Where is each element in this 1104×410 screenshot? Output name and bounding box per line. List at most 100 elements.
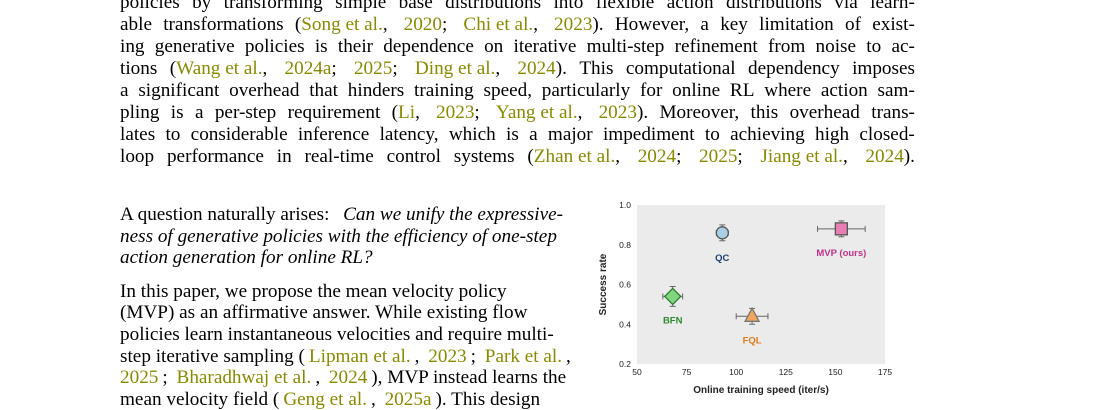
top-token: real-time xyxy=(304,146,374,167)
top-word: a xyxy=(195,102,204,124)
top-word: action xyxy=(821,80,868,102)
point-label: QC xyxy=(715,253,729,264)
citation-link[interactable]: 2024 xyxy=(637,146,677,167)
question-line-3: action generation for online RL? xyxy=(120,247,563,269)
top-token: ). xyxy=(636,102,649,123)
top-token: noise xyxy=(815,36,857,57)
top-word: 2025; xyxy=(354,58,403,80)
point-label: MVP (ours) xyxy=(816,248,866,259)
citation-link[interactable]: 2024 xyxy=(517,58,556,79)
citation-link[interactable]: 2024 xyxy=(328,367,368,389)
top-token: sam- xyxy=(877,80,915,101)
top-word: (Wang et al., xyxy=(170,58,272,80)
top-token: ; xyxy=(331,58,342,79)
y-axis-label: Success rate xyxy=(598,253,609,315)
method-text-2: (MVP) as an affirmative answer. While ex… xyxy=(120,302,528,324)
citation-link[interactable]: 2020 xyxy=(403,14,443,35)
top-token: that xyxy=(309,80,338,101)
top-token: ( xyxy=(391,102,399,123)
citation-link[interactable]: 2023 xyxy=(428,345,467,367)
question-italic-1: Can we unify the expressive- xyxy=(343,204,563,225)
top-token: lates xyxy=(120,124,156,145)
y-tick-label: 0.4 xyxy=(619,319,631,329)
top-token: iterative xyxy=(513,36,577,57)
top-word: tions xyxy=(120,58,157,80)
citation-link[interactable]: Geng et al. xyxy=(283,388,367,410)
method-line-6: mean velocity field (Geng et al., 2025a)… xyxy=(120,389,563,410)
top-token: RL xyxy=(729,80,755,101)
top-word: high xyxy=(815,124,849,146)
top-token: impediment xyxy=(602,124,695,145)
point-mvp-ours xyxy=(834,222,849,236)
scatter-chart: 50 75 100 125 150 175 0.2 0.4 0.6 0.8 1.0 Online tr… xyxy=(598,200,892,396)
top-word: in xyxy=(277,146,292,168)
top-token: base xyxy=(398,0,433,13)
citation-link[interactable]: Bharadhwaj et al. xyxy=(176,367,312,389)
top-token: high xyxy=(814,124,850,145)
top-word: exist- xyxy=(872,14,915,36)
citation-link[interactable]: 2025a xyxy=(384,388,432,410)
citation-link[interactable]: 2024 xyxy=(865,146,904,167)
top-token: , xyxy=(262,58,273,79)
top-token: ; xyxy=(676,146,687,167)
citation-link[interactable]: 2025 xyxy=(699,146,738,167)
top-word: for xyxy=(640,80,662,102)
x-tick-label: 100 xyxy=(729,367,743,377)
top-word: performance xyxy=(167,146,264,168)
top-word: action xyxy=(667,0,714,14)
top-word: considerable xyxy=(191,124,288,146)
method-text-6d: ). This design xyxy=(435,388,541,410)
citation-link[interactable]: Park et al. xyxy=(484,345,563,367)
citation-link[interactable]: 2025 xyxy=(353,58,393,79)
citation-link[interactable]: Ding et al. xyxy=(414,58,496,79)
top-token: speed, xyxy=(483,80,532,101)
top-token: ( xyxy=(169,58,177,79)
point-label: BFN xyxy=(663,315,683,326)
top-token: hinders xyxy=(347,80,405,101)
y-tick-label: 0.6 xyxy=(619,280,631,290)
top-word: transforming xyxy=(224,0,323,14)
citation-link[interactable]: Zhan et al. xyxy=(533,146,616,167)
top-word: trans- xyxy=(871,102,915,124)
top-token: This xyxy=(579,58,614,79)
citation-link[interactable]: Li xyxy=(398,102,416,123)
citation-link[interactable]: 2024a xyxy=(284,58,332,79)
top-token: key xyxy=(720,14,748,35)
top-token: action xyxy=(820,80,868,101)
top-word: 2023). xyxy=(554,14,604,36)
citation-link[interactable]: Lipman et al. xyxy=(308,345,411,367)
top-token: by xyxy=(192,0,212,13)
method-text-5a: ; xyxy=(162,367,173,389)
top-word: their xyxy=(338,36,373,58)
citation-link[interactable]: Song et al. xyxy=(301,14,383,35)
top-word: into xyxy=(553,0,583,14)
top-word: transformations xyxy=(163,14,283,36)
citation-link[interactable]: 2023 xyxy=(554,14,593,35)
citation-link[interactable]: Chi et al. xyxy=(463,14,534,35)
top-word: 2024; xyxy=(638,146,687,168)
citation-link[interactable]: Yang et al. xyxy=(495,102,578,123)
top-word: imposes xyxy=(852,58,915,80)
citation-link[interactable]: 2023 xyxy=(436,102,475,123)
top-word: able xyxy=(120,14,152,36)
top-paragraph: policies by transforming simple base distribu… xyxy=(120,0,915,168)
top-paragraph-line: able transformations (Song et al., 2020; C… xyxy=(120,14,915,36)
top-word: 2023). xyxy=(599,102,649,124)
top-token: multi-step xyxy=(586,36,665,57)
top-word: a xyxy=(529,124,538,146)
point-bfn xyxy=(663,287,682,306)
citation-link[interactable]: 2023 xyxy=(598,102,637,123)
top-token: However, xyxy=(614,14,690,35)
citation-link[interactable]: Jiang et al. xyxy=(760,146,843,167)
top-token: pling xyxy=(120,102,160,123)
citation-link[interactable]: Wang et al. xyxy=(176,58,263,79)
top-token: inference xyxy=(297,124,370,145)
question-line-2: ness of generative policies with the eff… xyxy=(120,226,563,248)
top-token: via xyxy=(834,0,858,13)
y-tick-label: 0.8 xyxy=(619,240,631,250)
citation-link[interactable]: 2025 xyxy=(120,367,159,389)
top-token: in xyxy=(276,146,292,167)
top-token: is xyxy=(314,36,328,57)
method-text-5d: ), MVP instead learns the xyxy=(371,367,567,389)
x-tick-label: 150 xyxy=(828,367,842,377)
